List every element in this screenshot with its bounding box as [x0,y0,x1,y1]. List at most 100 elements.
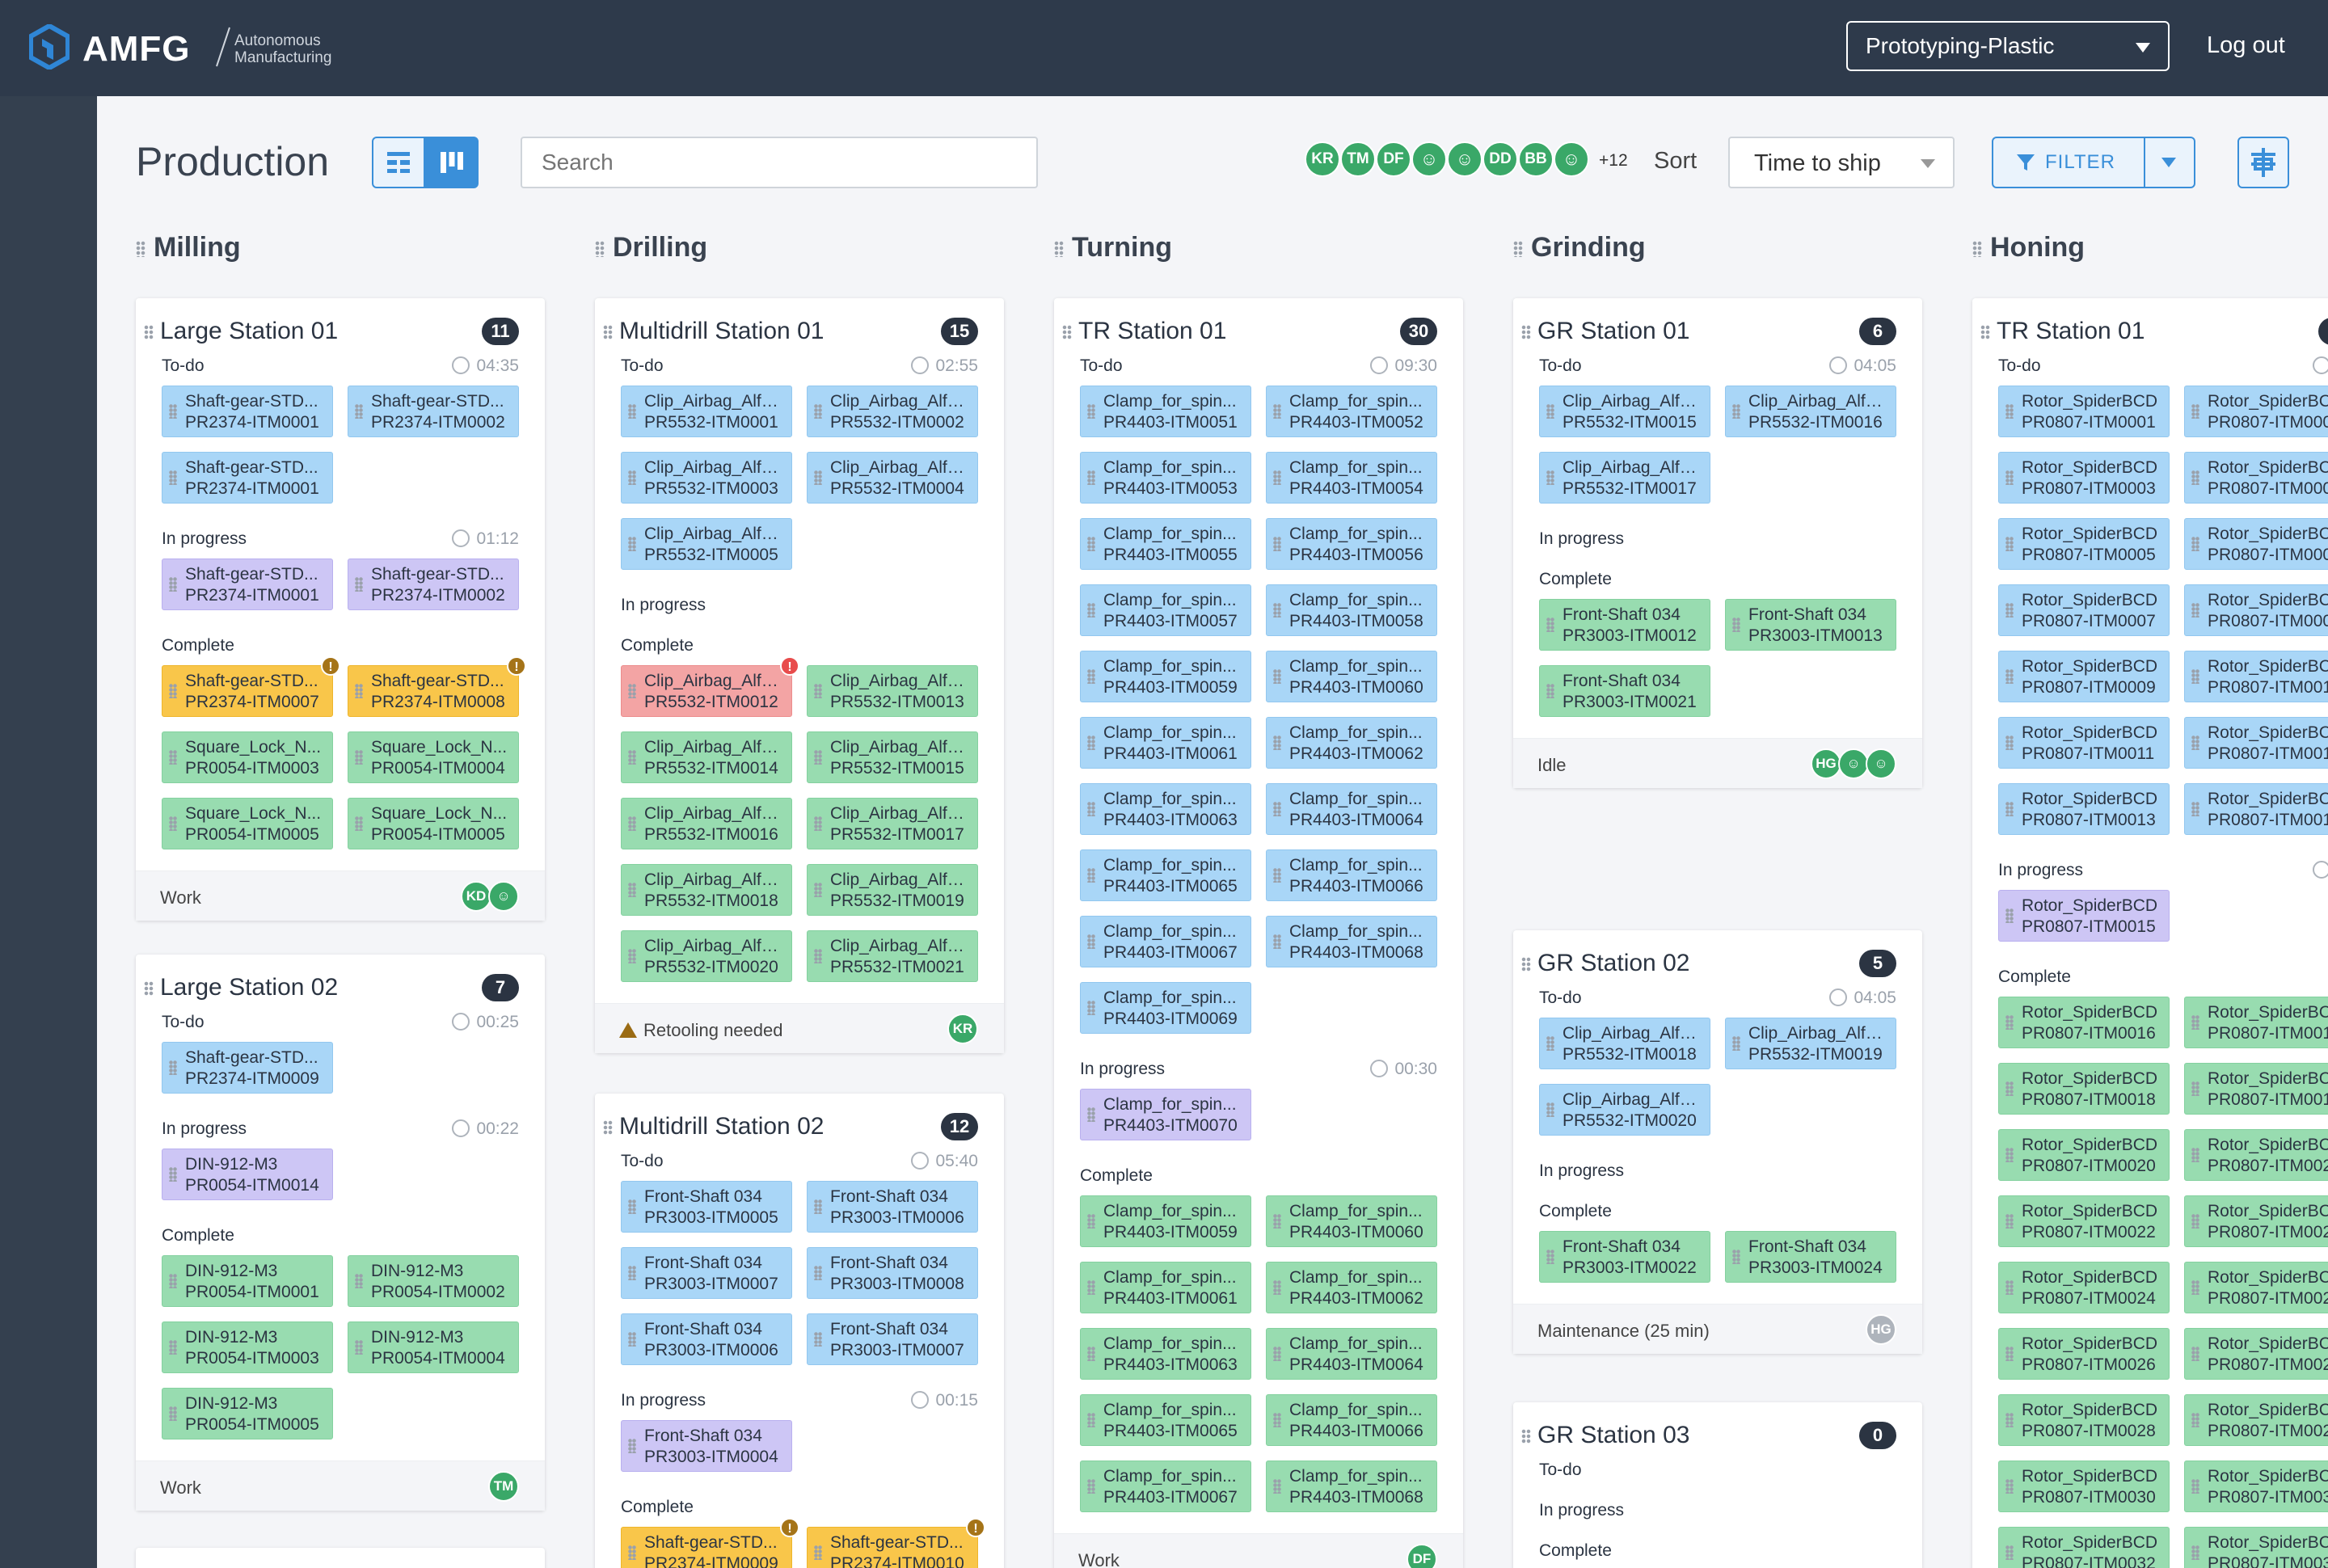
job-card[interactable]: DIN-912-M3 PR0054-ITM0002 [348,1255,519,1307]
job-card[interactable]: Clip_Airbag_Alfa... PR5532-ITM0019 [1725,1018,1896,1069]
job-card[interactable]: Clip_Airbag_Alfa... PR5532-ITM0018 [1539,1018,1710,1069]
job-card[interactable]: Square_Lock_N... PR0054-ITM0005 [348,798,519,849]
drag-handle-icon[interactable] [1087,1107,1095,1122]
job-card[interactable]: Clamp_for_spin... PR4403-ITM0070 [1080,1089,1251,1140]
drag-handle-icon[interactable] [628,470,636,485]
drag-handle-icon[interactable] [1087,1280,1095,1295]
filter-dropdown-button[interactable] [2145,137,2195,188]
job-card[interactable]: Rotor_SpiderBCD PR0807-ITM0001 [1998,386,2170,437]
drag-handle-icon[interactable] [2191,736,2199,750]
drag-handle-icon[interactable] [1273,669,1281,684]
drag-handle-icon[interactable] [1273,1413,1281,1427]
drag-handle-icon[interactable] [1087,934,1095,949]
station-card[interactable]: Multidrill Station 01 15 To-do 02:55 Clip_Ai… [595,298,1004,1053]
job-card[interactable]: Front-Shaft 034 PR3003-ITM0005 [621,1181,792,1233]
job-card[interactable]: Rotor_SpiderBCD PR0807-ITM0029 [2184,1394,2328,1446]
drag-handle-icon[interactable] [169,1340,177,1355]
drag-handle-icon[interactable] [2005,1413,2014,1427]
avatar[interactable]: KD [461,881,491,912]
drag-handle-icon[interactable] [2005,1214,2014,1229]
drag-handle-icon[interactable] [2191,1347,2199,1361]
filter-button[interactable]: FILTER [1992,137,2145,188]
job-card[interactable]: Rotor_SpiderBCD PR0807-ITM0026 [1998,1328,2170,1380]
workspace-select[interactable]: Prototyping-Plastic [1846,21,2170,71]
job-card[interactable]: Front-Shaft 034 PR3003-ITM0012 [1539,599,1710,651]
job-card[interactable]: Rotor_SpiderBCD PR0807-ITM0015 [1998,890,2170,942]
job-card[interactable]: Rotor_SpiderBCD PR0807-ITM0025 [2184,1262,2328,1313]
job-card[interactable]: DIN-912-M3 PR0054-ITM0001 [162,1255,333,1307]
job-card[interactable]: Clamp_for_spin... PR4403-ITM0053 [1080,452,1251,504]
drag-handle-icon[interactable] [814,470,822,485]
job-card[interactable]: Clamp_for_spin... PR4403-ITM0063 [1080,783,1251,835]
job-card[interactable]: Rotor_SpiderBCD PR0807-ITM0024 [1998,1262,2170,1313]
drag-handle-icon[interactable] [2005,1347,2014,1361]
drag-handle-icon[interactable] [1087,1001,1095,1015]
job-card[interactable]: DIN-912-M3 PR0054-ITM0003 [162,1321,333,1373]
drag-handle-icon[interactable] [814,404,822,419]
job-card[interactable]: Clamp_for_spin... PR4403-ITM0066 [1266,849,1437,901]
drag-handle-icon[interactable] [1273,1280,1281,1295]
job-card[interactable]: Rotor_SpiderBCD PR0807-ITM0033 [2184,1527,2328,1568]
drag-handle-icon[interactable] [2005,736,2014,750]
job-card[interactable]: Clamp_for_spin... PR4403-ITM0061 [1080,1262,1251,1313]
avatar[interactable]: HG [1866,1314,1896,1345]
drag-handle-icon[interactable] [1273,603,1281,618]
job-card[interactable]: Clamp_for_spin... PR4403-ITM0056 [1266,518,1437,570]
drag-handle-icon[interactable] [814,949,822,963]
column-title-grinding[interactable]: Grinding [1513,232,1646,263]
job-card[interactable]: Clamp_for_spin... PR4403-ITM0060 [1266,651,1437,702]
job-card[interactable]: Rotor_SpiderBCD PR0807-ITM0030 [1998,1461,2170,1512]
drag-handle-icon[interactable] [2005,669,2014,684]
drag-handle-icon[interactable] [814,883,822,897]
station-operators[interactable]: DF [1406,1544,1437,1568]
drag-handle-icon[interactable] [595,241,605,258]
robot-avatar-icon[interactable]: ☺ [1866,748,1896,779]
job-card[interactable]: Clamp_for_spin... PR4403-ITM0057 [1080,584,1251,636]
job-card[interactable]: Clip_Airbag_Alfa... PR5532-ITM0003 [621,452,792,504]
drag-handle-icon[interactable] [169,1060,177,1075]
job-card[interactable]: Clamp_for_spin... PR4403-ITM0068 [1266,916,1437,967]
job-card[interactable]: Shaft-gear-STD... PR2374-ITM0009! [621,1518,799,1568]
station-title[interactable]: TR Station 01 [1062,318,1226,345]
job-card[interactable]: Rotor_SpiderBCD PR0807-ITM0011 [1998,717,2170,769]
drag-handle-icon[interactable] [1273,470,1281,485]
job-card[interactable]: Rotor_SpiderBCD PR0807-ITM0003 [1998,452,2170,504]
drag-handle-icon[interactable] [628,1439,636,1453]
drag-handle-icon[interactable] [1980,325,1990,340]
station-title[interactable]: GR Station 01 [1521,318,1689,345]
drag-handle-icon[interactable] [628,816,636,831]
job-card[interactable]: Rotor_SpiderBCD PR0807-ITM0005 [1998,518,2170,570]
drag-handle-icon[interactable] [1062,325,1072,340]
alert-icon[interactable]: ! [780,656,799,676]
drag-handle-icon[interactable] [814,750,822,765]
station-operators[interactable]: KD ☺ [461,881,519,912]
station-card[interactable]: Multidrill Station 02 12 To-do 05:40 Front-S… [595,1094,1004,1568]
list-view-toggle[interactable] [372,137,425,188]
job-card[interactable]: Clamp_for_spin... PR4403-ITM0054 [1266,452,1437,504]
drag-handle-icon[interactable] [814,816,822,831]
drag-handle-icon[interactable] [1546,684,1554,698]
job-card[interactable]: Clip_Airbag_Alfa... PR5532-ITM0017 [807,798,978,849]
drag-handle-icon[interactable] [814,1545,822,1560]
drag-handle-icon[interactable] [814,684,822,698]
job-card[interactable]: Front-Shaft 034 PR3003-ITM0021 [1539,665,1710,717]
drag-handle-icon[interactable] [1521,957,1531,972]
station-operators[interactable]: HG ☺ ☺ [1811,748,1896,779]
column-title-milling[interactable]: Milling [136,232,241,263]
drag-handle-icon[interactable] [2005,1545,2014,1560]
job-card[interactable]: Clamp_for_spin... PR4403-ITM0069 [1080,982,1251,1034]
drag-handle-icon[interactable] [628,1199,636,1214]
job-card[interactable]: Rotor_SpiderBCD PR0807-ITM0008 [2184,584,2328,636]
job-card[interactable]: Rotor_SpiderBCD PR0807-ITM0014 [2184,783,2328,835]
avatar[interactable]: TM [488,1471,519,1502]
drag-handle-icon[interactable] [628,949,636,963]
drag-handle-icon[interactable] [1273,1479,1281,1494]
drag-handle-icon[interactable] [628,883,636,897]
team-avatars[interactable]: KR TM DF ☺ ☺ DD BB ☺ [1305,141,1589,177]
job-card[interactable]: Clamp_for_spin... PR4403-ITM0059 [1080,651,1251,702]
drag-handle-icon[interactable] [1273,802,1281,816]
drag-handle-icon[interactable] [144,325,154,340]
drag-handle-icon[interactable] [1087,868,1095,883]
drag-handle-icon[interactable] [1546,1102,1554,1117]
drag-handle-icon[interactable] [1087,1347,1095,1361]
